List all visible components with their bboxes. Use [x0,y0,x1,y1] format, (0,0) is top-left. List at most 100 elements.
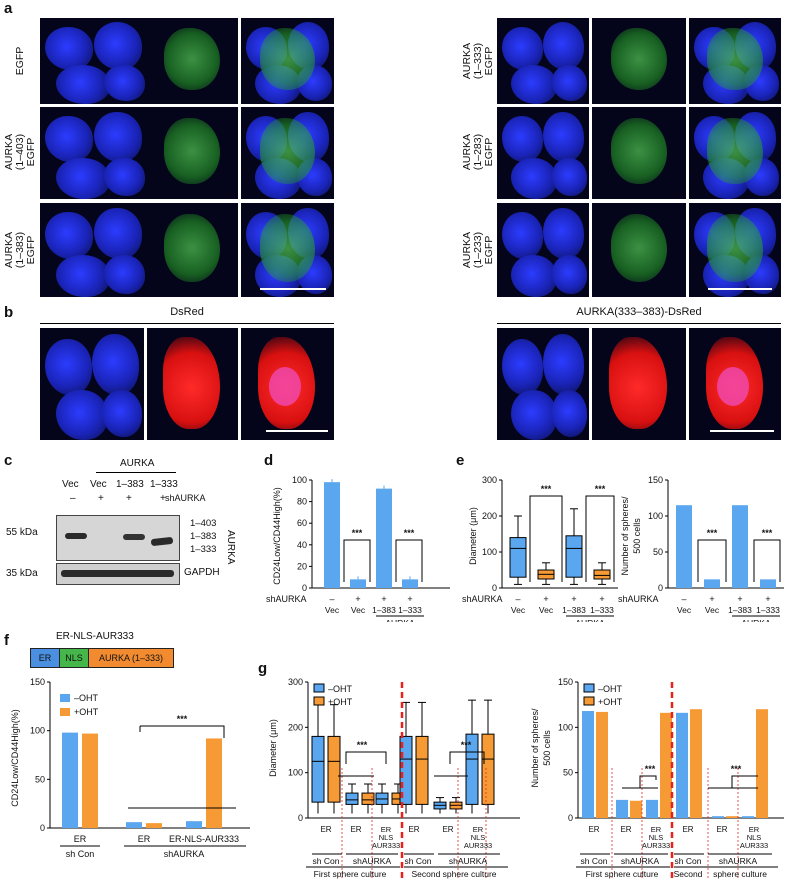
sign: + [571,594,576,604]
nucleus [93,207,142,260]
x-label: NLS [471,833,486,842]
micrograph-a-right [497,18,589,104]
blot-band-label: 1–333 [190,544,217,555]
sig-label: *** [762,528,773,538]
bar-plus-oht [82,733,98,828]
blot-aurka-image [56,515,180,561]
y-tick-label: 300 [482,475,497,485]
bar-plus-oht [660,712,672,818]
bar-minus-oht [676,712,688,818]
bar-plus-oht [726,816,738,818]
nucleus [45,26,94,70]
lane-label: 1–383 [372,605,396,615]
y-tick-label: 50 [563,768,573,778]
gfp-cell [610,118,668,185]
sig-label: *** [731,764,742,774]
micrograph-a-left [40,203,147,297]
y-tick-label: 50 [653,547,663,557]
micrograph-a-left [241,107,334,199]
gfp-cell [707,214,763,282]
x-label: ER [74,834,87,844]
band-lane3 [123,534,145,540]
lane-label: Vec [351,605,366,615]
group-label: shAURKA [164,849,205,859]
micrograph-b [497,328,589,440]
x-label: ER [651,825,662,834]
nucleus [56,65,110,104]
x-label: ER [682,825,693,834]
chart-f-cd24-cd44: 0 50 100 150 –OHT +OHT *** ER ER ER-NLS-AUR333 sh … [10,677,250,859]
sig-label: *** [461,740,472,750]
y-axis-label: Number of spheres/ [620,496,630,576]
nucleus [93,22,142,70]
y-axis-label: Number of spheres/ [530,708,540,788]
x-label: ER [473,825,484,834]
sig-bracket [708,775,758,789]
y-axis-label: Diameter (μm) [468,507,478,565]
box [327,735,341,803]
nucleus [543,333,585,396]
gfp-cell [164,214,220,282]
culture-label: First sphere culture [586,869,659,879]
sig-bracket [697,539,727,582]
sig-bracket [449,751,485,764]
box [361,792,375,805]
gfp-cell [610,214,668,282]
gfp-cell [610,28,668,91]
blot-group-label: AURKA [120,458,155,469]
box [311,735,325,803]
y-axis-label: 500 cells [632,518,642,554]
group-label: shAURKA [621,856,660,866]
x-label: ER [350,825,361,834]
gfp-cell [164,118,220,185]
legend-label: +OHT [598,697,623,707]
group-label: sh Con [66,849,95,859]
bar-minus-oht [62,732,78,828]
gfp-cell [707,118,763,185]
blot-gapdh-label: GAPDH [184,567,220,578]
x-label: NLS [649,833,664,842]
panel-b-right-title: AURKA(333–383)-DsRed [576,306,702,318]
sig-label: *** [177,714,188,724]
row-label-left: EGFP [13,46,26,76]
x-label: ER [588,825,599,834]
blot-band-label: 1–403 [190,518,217,529]
y-tick-label: 100 [292,475,307,485]
legend-swatch [313,696,325,706]
legend-label: –OHT [328,684,353,694]
y-tick-label: 0 [40,823,45,833]
bar-minus-oht [646,799,658,818]
row-label-right: AURKA (1–283) EGFP [460,133,495,171]
y-tick-label: 100 [30,726,45,736]
blot-sign: + [98,493,104,504]
sig-label: *** [595,484,606,494]
micrograph-b [241,328,334,440]
x-label: AUR333 [740,841,768,850]
sign: – [329,594,334,604]
construct-segment: NLS [60,649,89,667]
group-label: sh Con [581,856,608,866]
nucleus [543,207,585,260]
micrograph-a-left [241,203,334,297]
micrograph-a-right [497,107,589,199]
nucleus [510,389,557,440]
box [415,735,429,805]
shaurka-label: shAURKA [266,594,307,604]
nucleus [93,111,142,163]
sig-label: *** [541,484,552,494]
x-label: ER [749,825,760,834]
shaurka-label: shAURKA [462,594,503,604]
nucleus [56,254,110,297]
lane-label: Vec [705,605,720,615]
micrograph-b [40,328,144,440]
lane-label: Vec [677,605,692,615]
x-label: ER [381,825,392,834]
group-label: sh Con [313,856,340,866]
culture-label: Second [674,869,703,879]
micrograph-a-left [146,107,238,199]
nucleus [102,389,142,437]
nucleus [510,254,557,297]
y-tick-label: 0 [302,583,307,593]
